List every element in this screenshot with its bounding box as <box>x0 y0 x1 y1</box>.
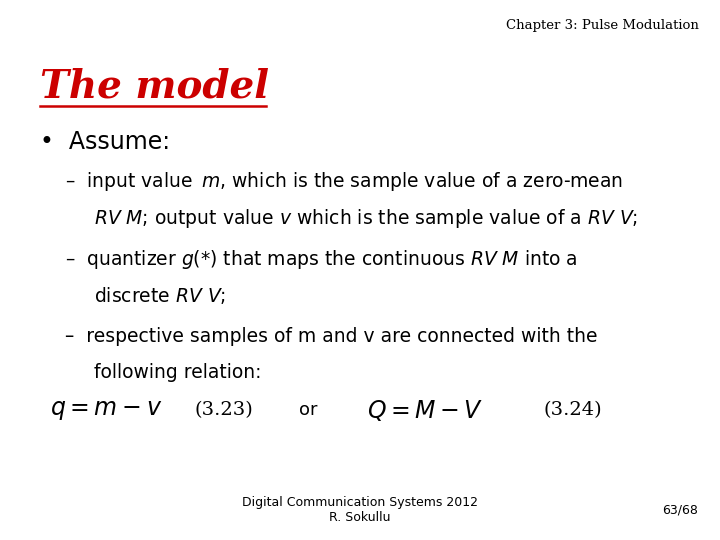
Text: (3.24): (3.24) <box>544 401 602 420</box>
Text: (3.23): (3.23) <box>194 401 253 420</box>
Text: or: or <box>299 401 318 420</box>
Text: The model: The model <box>40 68 269 105</box>
Text: –  input value  $m$, which is the sample value of a zero-mean: – input value $m$, which is the sample v… <box>65 170 623 193</box>
Text: discrete $RV$ $V$;: discrete $RV$ $V$; <box>94 285 225 306</box>
Text: Chapter 3: Pulse Modulation: Chapter 3: Pulse Modulation <box>505 19 698 32</box>
Text: $Q = M - V$: $Q = M - V$ <box>367 398 484 423</box>
Text: –  quantizer $g(*)$ that maps the continuous $RV$ $M$ into a: – quantizer $g(*)$ that maps the continu… <box>65 248 577 272</box>
Text: $RV$ $M$; output value $v$ which is the sample value of a $RV$ $V$;: $RV$ $M$; output value $v$ which is the … <box>94 207 638 230</box>
Text: Digital Communication Systems 2012
R. Sokullu: Digital Communication Systems 2012 R. So… <box>242 496 478 524</box>
Text: $q = m - v$: $q = m - v$ <box>50 399 163 422</box>
Text: –  respective samples of m and v are connected with the: – respective samples of m and v are conn… <box>65 327 598 346</box>
Text: •  Assume:: • Assume: <box>40 130 170 153</box>
Text: 63/68: 63/68 <box>662 504 698 517</box>
Text: following relation:: following relation: <box>94 363 261 382</box>
